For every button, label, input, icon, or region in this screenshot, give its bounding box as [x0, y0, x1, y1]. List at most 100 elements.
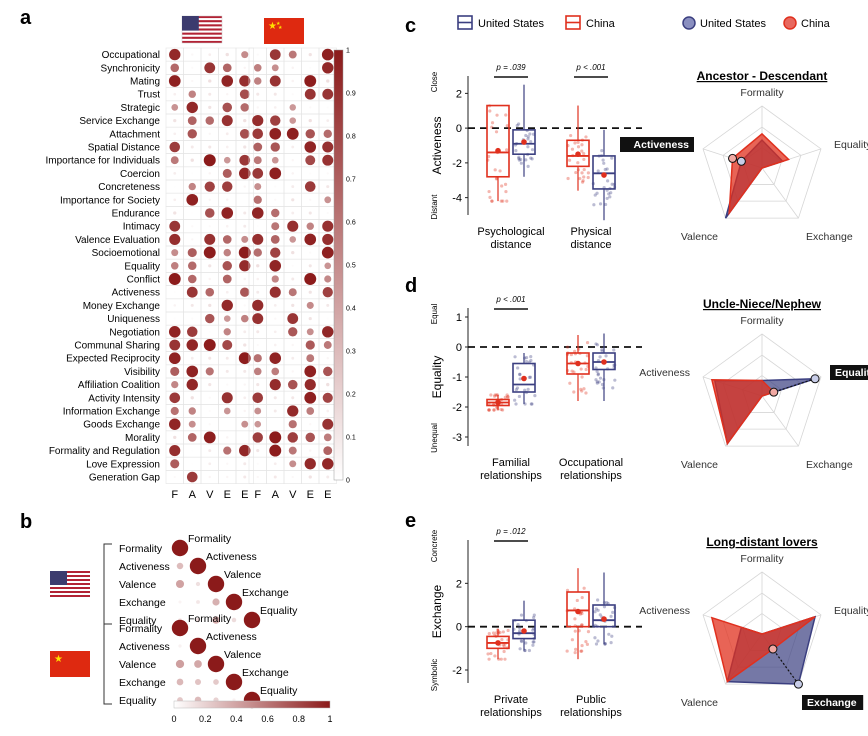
heatmap-dot [305, 155, 316, 166]
heatmap-dot [291, 79, 295, 83]
heatmap-dot [243, 475, 247, 479]
heatmap-dot [208, 383, 212, 387]
heatmap-dot [204, 233, 216, 245]
significance-label: p < .001 [495, 295, 525, 304]
jitter-point [610, 634, 614, 638]
jitter-point [531, 643, 535, 647]
x-category-label: Physical [571, 226, 612, 238]
colorbar-tick-label: 0.4 [346, 306, 356, 313]
heatmap-dot [226, 423, 229, 426]
radar-title: Ancestor - Descendant [697, 69, 828, 83]
jitter-point [580, 180, 585, 184]
jitter-point [519, 157, 523, 162]
highlight-axis-box [620, 137, 694, 152]
boxplot-panels: 2 0 -2 -4 Activeness Close Distant Psychologica… [430, 63, 642, 719]
jitter-point [586, 175, 590, 180]
jitter-point [528, 375, 533, 379]
y-tick-label: -3 [452, 432, 462, 444]
y-tick-label: 2 [456, 578, 462, 590]
radar-area-china [728, 132, 790, 216]
jitter-point [518, 372, 522, 376]
y-tick-label: -1 [452, 372, 462, 384]
heatmap-dot [309, 66, 312, 69]
jitter-point [580, 623, 584, 627]
jitter-point [570, 147, 575, 151]
highlight-point-us [793, 679, 803, 689]
jitter-point [519, 639, 523, 643]
heatmap-dot [169, 418, 181, 430]
panel-letter-b: b [20, 511, 32, 533]
jitter-point [585, 341, 590, 345]
heatmap-column-label: V [206, 489, 214, 501]
heatmap-dot [291, 370, 294, 373]
correlation-dot [178, 644, 182, 648]
heatmap-dot [304, 141, 317, 153]
heatmap-dot [304, 378, 316, 391]
heatmap-row-label: Information Exchange [63, 407, 161, 418]
legend-label-us: United States [478, 18, 545, 30]
heatmap-dot [273, 462, 277, 466]
heatmap-dot [186, 101, 198, 114]
heatmap-dot [243, 118, 247, 123]
heatmap-dot [253, 77, 262, 85]
mean-point [495, 147, 501, 154]
heatmap-dot [208, 92, 212, 96]
jitter-point [610, 182, 614, 186]
heatmap-dot [203, 154, 216, 167]
jitter-point [490, 199, 494, 203]
heatmap-dot [271, 156, 279, 164]
jitter-point [584, 367, 588, 372]
jitter-point [565, 649, 569, 653]
colorbar-tick-label: 0.4 [230, 714, 243, 724]
heatmap-dot [291, 159, 294, 162]
jitter-point [490, 199, 494, 203]
heatmap-dot [173, 317, 176, 320]
jitter-point [492, 408, 496, 412]
jitter-point [580, 595, 584, 600]
heatmap-dot [291, 356, 295, 360]
heatmap-dot [223, 407, 231, 415]
jitter-point [594, 378, 598, 382]
heatmap-row-label: Service Exchange [79, 116, 160, 127]
heatmap-dot [288, 446, 297, 455]
heatmap-dot [243, 185, 246, 188]
heatmap-dot [271, 367, 280, 376]
jitter-point [490, 121, 495, 125]
heatmap-dot [222, 181, 233, 192]
jitter-point [527, 648, 532, 653]
heatmap-dot [304, 391, 317, 404]
panel-letter-c: c [405, 15, 416, 37]
jitter-point [533, 394, 537, 398]
correlation-dot [178, 600, 182, 604]
heatmap-dot [222, 63, 232, 73]
jitter-point [574, 647, 578, 651]
heatmap-dot [190, 396, 194, 400]
correlation-diagonal-label: Activeness [206, 631, 257, 643]
heatmap-dot [222, 168, 232, 178]
boxplot-panel-d: 10-1-2-3EqualityEqualUnequalFamilialrela… [430, 295, 642, 482]
heatmap-dot [187, 129, 197, 139]
jitter-point [499, 199, 503, 203]
heatmap-dot [173, 198, 177, 202]
heatmap-dot [326, 357, 329, 360]
heatmap-dot [304, 75, 317, 87]
heatmap-dot [223, 156, 231, 164]
correlation-diagonal-label: Valence [224, 649, 261, 661]
heatmap-dot [323, 129, 332, 139]
heatmap-dot [256, 277, 260, 281]
heatmap-row-label: Attachment [109, 129, 160, 140]
jitter-point [613, 378, 617, 382]
heatmap-dot [204, 181, 215, 192]
jitter-point [500, 408, 505, 412]
highlight-axis-box [830, 365, 868, 380]
heatmap-dot [256, 53, 259, 56]
heatmap-dot [173, 92, 177, 96]
x-category-label: relationships [480, 707, 542, 719]
jitter-point [514, 148, 518, 153]
correlation-dot [175, 659, 185, 669]
heatmap-dot [243, 409, 246, 413]
heatmap-row-label: Trust [138, 90, 161, 101]
heatmap-dot [289, 104, 297, 111]
radar-legend-swatch-us [682, 16, 696, 30]
